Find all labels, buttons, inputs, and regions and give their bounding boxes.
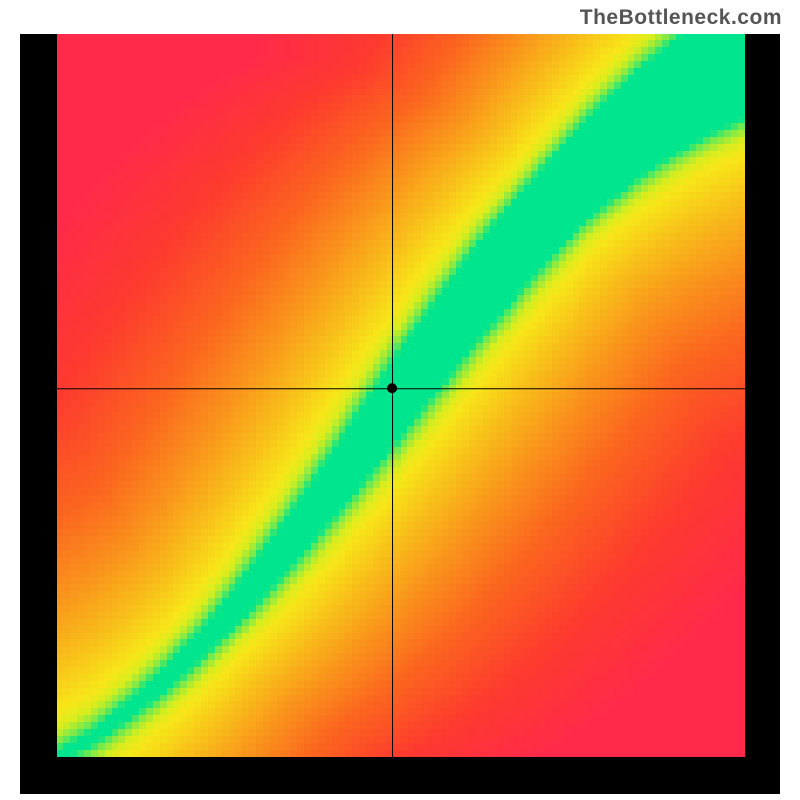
- chart-outer-frame: [20, 34, 780, 794]
- chart-inner-area: [57, 34, 745, 757]
- page-root: TheBottleneck.com: [0, 0, 800, 800]
- watermark-text: TheBottleneck.com: [580, 6, 782, 30]
- crosshair-overlay: [57, 34, 745, 757]
